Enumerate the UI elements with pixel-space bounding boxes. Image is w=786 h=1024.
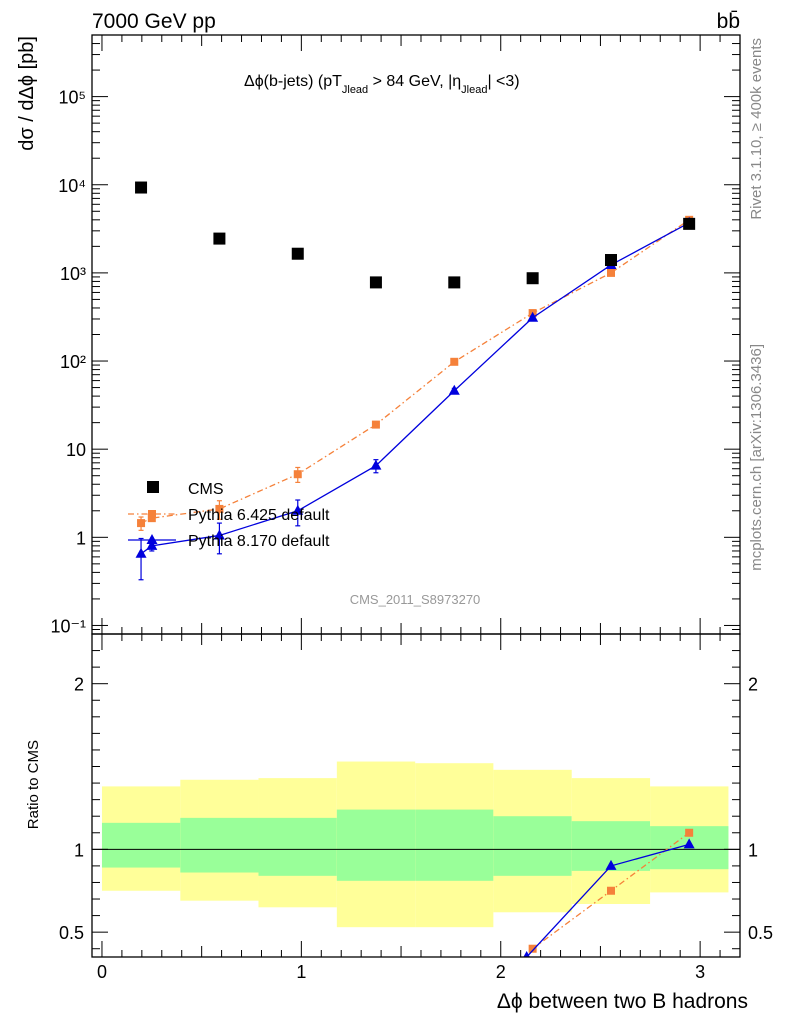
legend-cms-label: CMS <box>188 481 224 498</box>
green-band-0 <box>101 822 181 868</box>
process-label: bb̄ <box>717 10 740 33</box>
tick-labels: 10⁻¹ 1 10 10² 10³ 10⁴ 10⁵ 0 1 2 3 0.5 0.5 1 1 2 2 <box>50 88 773 982</box>
py8-point <box>448 384 460 395</box>
upper-y-tick-label: 1 <box>76 528 86 548</box>
legend-cms-marker <box>147 481 159 493</box>
py6-point <box>371 420 380 429</box>
legend-py6-label: Pythia 6.425 default <box>188 507 330 524</box>
cms-point <box>604 254 617 267</box>
py8-point <box>146 539 158 550</box>
ratio-axis-label: Ratio to CMS <box>25 740 42 829</box>
legend-py6-marker <box>148 510 156 518</box>
ratio-py8-point <box>683 838 695 849</box>
py8-point <box>292 504 304 515</box>
py6-point <box>606 268 615 277</box>
py8-point <box>527 311 539 322</box>
ratio-py8-point <box>523 951 530 957</box>
ratio-bands <box>92 761 740 928</box>
ratio-py6-point <box>606 886 615 895</box>
upper-y-tick-label: 10⁴ <box>58 176 86 196</box>
cms-point <box>135 181 148 194</box>
energy-label: 7000 GeV pp <box>92 10 216 33</box>
ratio-series-layer <box>523 828 695 957</box>
upper-y-tick-label: 10² <box>60 352 86 372</box>
cms-point <box>369 276 382 289</box>
lower-y-tick-label-right: 1 <box>748 840 758 860</box>
py6-point <box>215 504 224 513</box>
green-band-5 <box>493 816 572 876</box>
lower-y-tick-label: 0.5 <box>59 923 84 943</box>
ratio-py8-point <box>605 859 617 870</box>
green-band-2 <box>258 817 337 876</box>
upper-y-tick-label: 10⁻¹ <box>50 616 86 636</box>
green-band-3 <box>336 809 416 881</box>
py6-point <box>450 357 459 366</box>
lower-frame <box>91 633 741 958</box>
upper-series-layer <box>135 181 696 581</box>
x-axis-label: Δϕ between two B hadrons <box>497 990 748 1013</box>
green-band-4 <box>415 809 494 881</box>
upper-y-tick-label: 10⁵ <box>59 88 86 108</box>
legend-py8-marker <box>146 534 158 544</box>
axis-ticks <box>92 34 741 957</box>
x-tick-label: 2 <box>496 962 506 982</box>
py6-point <box>137 519 146 528</box>
ratio-py8-group <box>523 838 695 957</box>
py8-point <box>135 547 147 558</box>
ratio-py6-point <box>528 944 537 953</box>
green-band-1 <box>180 817 259 873</box>
cms-point <box>526 272 539 285</box>
py8-point <box>370 459 382 470</box>
y-axis-label: dσ / dΔϕ [pb] <box>16 36 38 151</box>
cms-point <box>683 217 696 230</box>
py8-line <box>140 222 690 555</box>
py8-point <box>213 529 225 540</box>
analysis-watermark: CMS_2011_S8973270 <box>350 592 481 607</box>
rivet-label: Rivet 3.1.10, ≥ 400k events <box>748 38 765 220</box>
cms-group <box>135 181 696 289</box>
py6-point <box>147 514 156 523</box>
py6-point <box>293 470 302 479</box>
plot-title: Δϕ(b-jets) (pTJlead > 84 GeV, |ηJlead| <… <box>244 73 520 96</box>
lower-y-tick-label: 1 <box>74 840 84 860</box>
x-tick-label: 1 <box>296 962 306 982</box>
mcplots-label: mcplots.cern.ch [arXiv:1306.3436] <box>748 344 765 571</box>
legend: CMS Pythia 6.425 default Pythia 8.170 de… <box>128 481 330 550</box>
lower-y-tick-label: 2 <box>74 675 84 695</box>
lower-y-tick-label-right: 0.5 <box>748 923 773 943</box>
cms-point <box>291 247 304 260</box>
upper-y-tick-label: 10 <box>66 440 86 460</box>
legend-py8-label: Pythia 8.170 default <box>188 533 330 550</box>
cms-point <box>213 232 226 245</box>
x-tick-label: 3 <box>695 962 705 982</box>
cms-point <box>448 276 461 289</box>
lower-y-tick-label-right: 2 <box>748 675 758 695</box>
ratio-py6-point <box>685 828 694 837</box>
x-tick-label: 0 <box>97 962 107 982</box>
upper-y-tick-label: 10³ <box>60 264 86 284</box>
